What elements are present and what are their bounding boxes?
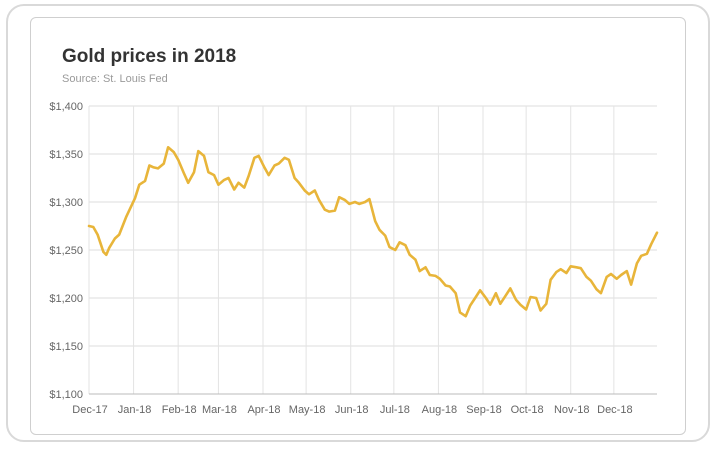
x-tick-label: Feb-18 (162, 404, 197, 416)
x-tick-label: Nov-18 (554, 404, 589, 416)
x-tick-label: Jun-18 (335, 404, 369, 416)
x-tick-label: May-18 (289, 404, 326, 416)
y-tick-label: $1,200 (49, 293, 83, 305)
x-tick-label: Mar-18 (202, 404, 237, 416)
y-tick-label: $1,100 (49, 389, 83, 401)
y-tick-label: $1,150 (49, 341, 83, 353)
x-tick-label: Dec-18 (597, 404, 632, 416)
y-tick-label: $1,400 (49, 101, 83, 113)
chart-card (30, 17, 686, 435)
x-tick-label: Jul-18 (380, 404, 410, 416)
x-tick-label: Sep-18 (466, 404, 501, 416)
x-tick-label: Aug-18 (422, 404, 457, 416)
x-tick-label: Oct-18 (511, 404, 544, 416)
chart-title: Gold prices in 2018 (62, 46, 237, 67)
y-tick-label: $1,250 (49, 245, 83, 257)
x-axis: Dec-17 Jan-18 Feb-18 Mar-18 Apr-18 May-18 Jun-… (72, 404, 632, 416)
y-tick-label: $1,350 (49, 149, 83, 161)
x-tick-label: Apr-18 (247, 404, 280, 416)
y-tick-label: $1,300 (49, 197, 83, 209)
grid-lines (88, 105, 657, 395)
chart-subtitle: Source: St. Louis Fed (62, 73, 168, 85)
y-axis: $1,100 $1,150 $1,200 $1,250 $1,300 $1,350 $1,4… (49, 101, 83, 401)
x-tick-label: Jan-18 (118, 404, 152, 416)
x-tick-label: Dec-17 (72, 404, 107, 416)
gold-price-line (87, 146, 659, 318)
